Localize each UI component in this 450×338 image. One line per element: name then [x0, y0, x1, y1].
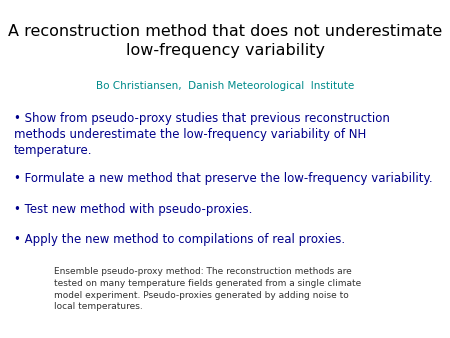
- Text: A reconstruction method that does not underestimate
low-frequency variability: A reconstruction method that does not un…: [8, 24, 442, 58]
- Text: Bo Christiansen,  Danish Meteorological  Institute: Bo Christiansen, Danish Meteorological I…: [96, 81, 354, 91]
- Text: • Show from pseudo-proxy studies that previous reconstruction
methods underestim: • Show from pseudo-proxy studies that pr…: [14, 112, 389, 156]
- Text: • Formulate a new method that preserve the low-frequency variability.: • Formulate a new method that preserve t…: [14, 172, 432, 185]
- Text: • Apply the new method to compilations of real proxies.: • Apply the new method to compilations o…: [14, 233, 345, 246]
- Text: • Test new method with pseudo-proxies.: • Test new method with pseudo-proxies.: [14, 203, 252, 216]
- Text: Ensemble pseudo-proxy method: The reconstruction methods are
tested on many temp: Ensemble pseudo-proxy method: The recons…: [54, 267, 361, 311]
